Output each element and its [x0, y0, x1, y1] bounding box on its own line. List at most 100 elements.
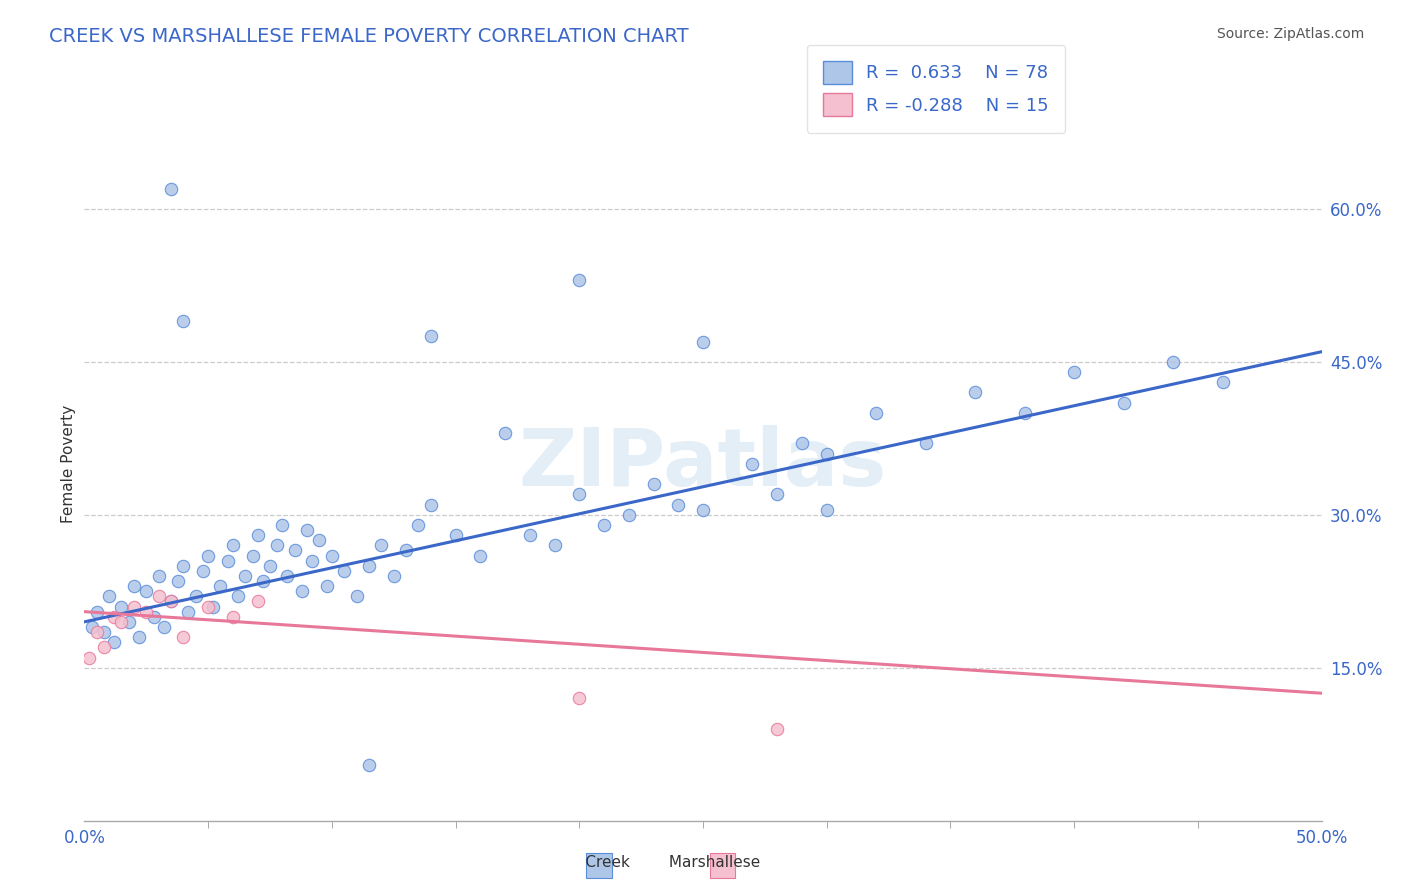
- Point: [177, 605, 200, 619]
- Point: [148, 569, 170, 583]
- Point: [593, 518, 616, 533]
- Point: [148, 590, 170, 604]
- Point: [191, 564, 214, 578]
- Point: [118, 615, 141, 629]
- Point: [965, 385, 987, 400]
- Point: [197, 549, 219, 563]
- Point: [284, 543, 307, 558]
- Point: [80, 620, 103, 634]
- Point: [160, 181, 183, 195]
- Point: [865, 406, 887, 420]
- Point: [135, 584, 157, 599]
- Point: [86, 625, 108, 640]
- Point: [370, 538, 392, 552]
- Point: [741, 457, 763, 471]
- Point: [167, 574, 190, 588]
- Point: [470, 549, 492, 563]
- Point: [128, 630, 150, 644]
- Point: [308, 533, 330, 548]
- Point: [246, 594, 269, 608]
- Point: [357, 757, 380, 772]
- Point: [122, 599, 145, 614]
- Point: [122, 579, 145, 593]
- Point: [346, 590, 368, 604]
- Point: [276, 569, 298, 583]
- Point: [291, 584, 314, 599]
- Point: [1112, 395, 1135, 409]
- Point: [110, 599, 132, 614]
- Point: [395, 543, 418, 558]
- Point: [444, 528, 467, 542]
- Point: [259, 558, 281, 573]
- Point: [333, 564, 356, 578]
- Point: [321, 549, 343, 563]
- Point: [643, 477, 665, 491]
- Y-axis label: Female Poverty: Female Poverty: [60, 405, 76, 523]
- Point: [766, 487, 789, 501]
- Point: [172, 630, 194, 644]
- Text: ZIPatlas: ZIPatlas: [519, 425, 887, 503]
- Point: [357, 558, 380, 573]
- Point: [160, 594, 183, 608]
- Point: [233, 569, 256, 583]
- Point: [1014, 406, 1036, 420]
- Point: [98, 590, 121, 604]
- Point: [242, 549, 264, 563]
- Point: [519, 528, 541, 542]
- Point: [217, 554, 239, 568]
- Text: Source: ZipAtlas.com: Source: ZipAtlas.com: [1216, 27, 1364, 41]
- Point: [172, 314, 194, 328]
- Point: [93, 640, 115, 655]
- Bar: [710, 853, 735, 878]
- Point: [160, 594, 183, 608]
- Point: [271, 518, 294, 533]
- Point: [666, 498, 689, 512]
- Point: [1063, 365, 1085, 379]
- Point: [172, 558, 194, 573]
- Point: [301, 554, 323, 568]
- Point: [815, 502, 838, 516]
- Point: [1161, 355, 1184, 369]
- Point: [252, 574, 274, 588]
- Point: [692, 502, 714, 516]
- Point: [295, 523, 318, 537]
- Legend: R =  0.633    N = 78, R = -0.288    N = 15: R = 0.633 N = 78, R = -0.288 N = 15: [807, 45, 1066, 133]
- Point: [197, 599, 219, 614]
- Point: [815, 447, 838, 461]
- Point: [93, 625, 115, 640]
- Point: [202, 599, 225, 614]
- Point: [914, 436, 936, 450]
- Point: [222, 609, 245, 624]
- Point: [543, 538, 565, 552]
- Point: [246, 528, 269, 542]
- Point: [103, 609, 125, 624]
- Point: [226, 590, 249, 604]
- Point: [494, 426, 516, 441]
- Point: [135, 605, 157, 619]
- Point: [184, 590, 207, 604]
- Point: [103, 635, 125, 649]
- Point: [692, 334, 714, 349]
- Text: CREEK VS MARSHALLESE FEMALE POVERTY CORRELATION CHART: CREEK VS MARSHALLESE FEMALE POVERTY CORR…: [49, 27, 689, 45]
- Point: [617, 508, 640, 522]
- Point: [222, 538, 245, 552]
- Point: [419, 498, 441, 512]
- Text: Creek        Marshallese: Creek Marshallese: [561, 855, 761, 870]
- Point: [568, 273, 591, 287]
- Point: [266, 538, 288, 552]
- Point: [152, 620, 174, 634]
- Point: [568, 691, 591, 706]
- Bar: [586, 853, 612, 878]
- Point: [79, 650, 101, 665]
- Point: [86, 605, 108, 619]
- Point: [142, 609, 165, 624]
- Point: [766, 722, 789, 736]
- Point: [382, 569, 405, 583]
- Point: [568, 487, 591, 501]
- Point: [419, 329, 441, 343]
- Point: [315, 579, 337, 593]
- Point: [790, 436, 813, 450]
- Point: [209, 579, 232, 593]
- Point: [1212, 376, 1234, 390]
- Point: [408, 518, 430, 533]
